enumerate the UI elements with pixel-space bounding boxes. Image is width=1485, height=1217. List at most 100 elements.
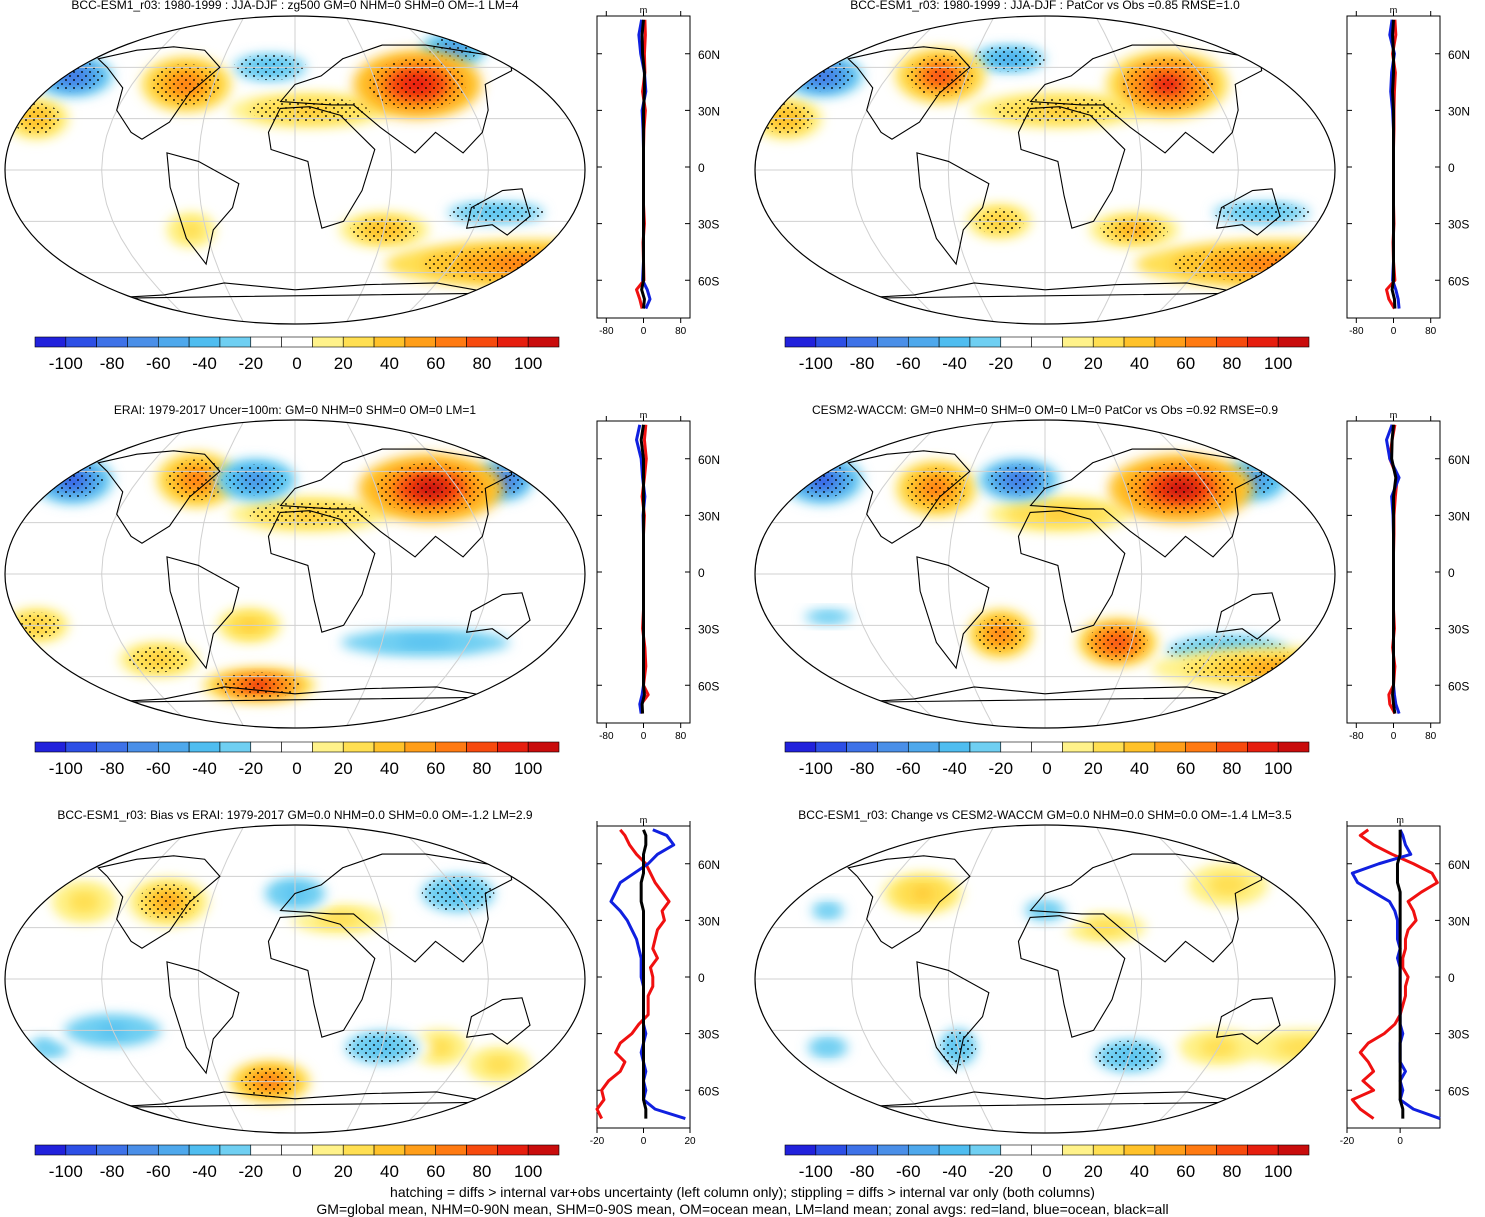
anomaly-blob: [1289, 1043, 1322, 1052]
zonal-unit: m: [640, 5, 648, 15]
longitude-gridline: [345, 825, 393, 1133]
anomaly-blob: [1041, 509, 1078, 519]
colorbar-swatch: [907, 336, 940, 348]
colorbar-swatch: [1277, 741, 1310, 753]
anomaly-blob: [38, 1042, 59, 1053]
colorbar-swatch: [157, 336, 190, 348]
zonal-ytick-label: 0: [1448, 566, 1455, 580]
continent-outline: [916, 152, 990, 266]
colorbar-swatch: [466, 336, 498, 348]
colorbar-swatch: [1247, 336, 1279, 348]
zonal-xtick-label: 0: [641, 1136, 647, 1147]
zonal-all-line: [1390, 424, 1398, 714]
stippling: [166, 459, 228, 501]
colorbar-swatch: [127, 1144, 159, 1156]
colorbar-swatch: [969, 336, 1002, 348]
colorbar-swatch: [1092, 741, 1125, 753]
map-panel-2: [754, 15, 1336, 325]
colorbar-swatch: [312, 336, 344, 348]
colorbar-swatch: [281, 741, 313, 753]
colorbar-swatch: [1031, 336, 1063, 348]
colorbar-tick-label: -40: [942, 354, 967, 373]
colorbar-swatch: [312, 741, 344, 753]
map-border: [754, 15, 1336, 325]
stippling: [42, 461, 103, 498]
colorbar-swatch: [404, 336, 437, 348]
zonal-xtick-label: -80: [599, 731, 614, 742]
map-panel-4: [754, 419, 1336, 729]
colorbar-tick-label: -60: [896, 759, 921, 778]
anomaly-blob: [184, 225, 198, 235]
zonal-xtick-label: 80: [1425, 326, 1437, 337]
colorbar-swatch: [65, 336, 97, 348]
colorbar-swatch: [96, 741, 128, 753]
colorbar-swatch: [373, 741, 406, 753]
footer-line-1: hatching = diffs > internal var+obs unce…: [390, 1184, 1095, 1200]
colorbar-tick-label: 100: [1264, 1162, 1292, 1181]
zonal-ytick-label: 60S: [698, 274, 719, 288]
longitude-gridline: [1095, 825, 1143, 1133]
colorbar-tick-label: -60: [146, 1162, 171, 1181]
colorbar-tick-label: -60: [896, 354, 921, 373]
continent-outline: [267, 106, 376, 229]
colorbar-tick-label: 80: [472, 354, 491, 373]
stippling: [1121, 58, 1214, 111]
anomaly-blob: [819, 906, 836, 915]
longitude-gridline: [395, 825, 489, 1133]
stippling: [128, 646, 190, 673]
colorbar-swatch: [784, 336, 817, 348]
colorbar-tick-label: -100: [49, 759, 83, 778]
colorbar-tick-label: -80: [100, 354, 125, 373]
panel-title-1: BCC-ESM1_r03: 1980-1999 : JJA-DJF : zg50…: [71, 0, 519, 12]
longitude-gridline: [1145, 420, 1239, 728]
longitude-gridline: [851, 16, 945, 324]
colorbar-swatch: [250, 1144, 282, 1156]
zonal-xtick-label: 0: [1391, 731, 1397, 742]
colorbar-tick-label: 0: [1042, 354, 1051, 373]
colorbar-swatch: [1216, 1144, 1248, 1156]
colorbar-swatch: [1000, 741, 1032, 753]
colorbar-tick-label: -80: [850, 1162, 875, 1181]
stippling: [152, 63, 221, 105]
colorbar-swatch: [1154, 741, 1187, 753]
colorbar-tick-label: -40: [192, 1162, 217, 1181]
continent-outline: [847, 450, 971, 544]
zonal-all-line: [1395, 829, 1405, 1119]
colorbar-swatch: [250, 336, 282, 348]
continent-outline: [1029, 44, 1263, 154]
stippling: [225, 464, 286, 496]
colorbar-swatch: [527, 741, 560, 753]
zonal-plot-1: m -80 0 80 60N 30N 0 30S 60S: [596, 5, 720, 337]
colorbar-swatch: [1277, 336, 1310, 348]
map-border: [754, 824, 1336, 1134]
colorbar-swatch: [1062, 336, 1094, 348]
colorbar-tick-label: 20: [1084, 759, 1103, 778]
colorbar-tick-label: -100: [49, 1162, 83, 1181]
zonal-ytick-label: 60S: [1448, 274, 1469, 288]
colorbar-swatch: [65, 1144, 97, 1156]
colorbar-swatch: [1277, 1144, 1310, 1156]
continent-outline: [279, 853, 513, 963]
continent-outline: [97, 855, 221, 949]
longitude-gridline: [101, 825, 195, 1133]
colorbar-tick-label: 20: [334, 1162, 353, 1181]
colorbar-swatch: [907, 741, 940, 753]
continent-outline: [916, 961, 990, 1075]
colorbar-swatch: [527, 336, 560, 348]
footer-line-2: GM=global mean, NHM=0-90N mean, SHM=0-90…: [316, 1201, 1169, 1217]
zonal-xtick-label: 0: [1397, 1136, 1403, 1147]
colorbar-tick-label: 100: [514, 1162, 542, 1181]
colorbar-swatch: [188, 741, 221, 753]
stippling: [1087, 624, 1148, 661]
colorbar-5: -100 -80 -60 -40 -20 0 20 40 60 80 100: [34, 1144, 560, 1181]
colorbar-swatch: [157, 1144, 190, 1156]
continent-outline: [1017, 106, 1126, 229]
colorbar-swatch: [969, 1144, 1002, 1156]
colorbar-tick-label: 60: [426, 354, 445, 373]
zonal-land-line: [1350, 828, 1439, 1120]
continent-outline: [465, 592, 531, 640]
map-border: [4, 419, 586, 729]
colorbar-swatch: [312, 1144, 344, 1156]
colorbar-swatch: [1062, 741, 1094, 753]
colorbar-swatch: [1247, 741, 1279, 753]
